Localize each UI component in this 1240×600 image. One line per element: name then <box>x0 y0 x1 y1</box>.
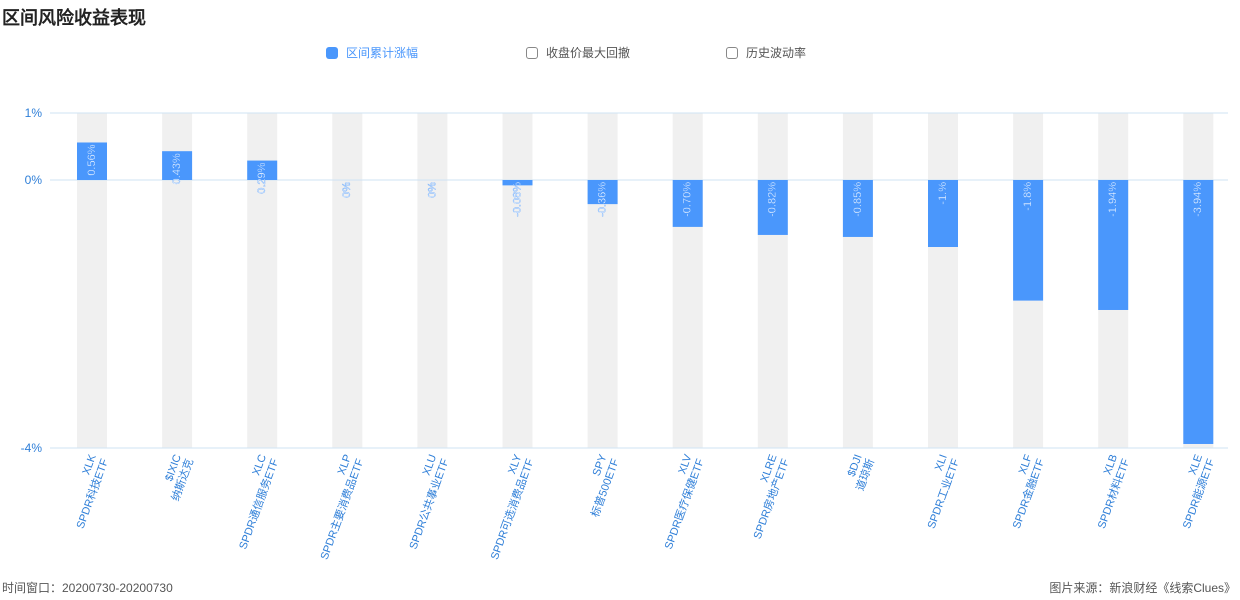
x-tick-label: XLKSPDR科技ETF <box>62 452 111 530</box>
data-label: -1.% <box>937 182 949 205</box>
data-label: 0.56% <box>86 144 98 175</box>
time-window-note: 时间窗口：20200730-20200730 <box>2 581 173 595</box>
bar <box>1013 180 1044 301</box>
legend-item-hist-volatility[interactable]: 历史波动率 <box>726 44 806 61</box>
x-tick-label: XLFSPDR金融ETF <box>999 453 1048 531</box>
legend: 区间累计涨幅 收盘价最大回撤 历史波动率 <box>0 44 1240 64</box>
legend-checkbox-icon <box>326 46 338 59</box>
legend-label: 历史波动率 <box>746 46 807 60</box>
x-tick-label: XLVSPDR医疗保健ETF <box>651 452 707 551</box>
legend-item-cumulative-gain[interactable]: 区间累计涨幅 <box>326 44 418 61</box>
data-label: -0.36% <box>597 182 609 217</box>
chart-title: 区间风险收益表现 <box>2 8 146 28</box>
data-label: -3.94% <box>1192 182 1204 217</box>
data-label: -0.82% <box>767 182 779 217</box>
bar <box>928 180 958 247</box>
bar <box>502 180 533 186</box>
bar <box>1183 180 1214 444</box>
data-label: -0.08% <box>511 182 523 217</box>
y-tick-label: -4% <box>21 441 43 455</box>
bar-track <box>502 113 533 448</box>
data-label: -0.85% <box>852 182 864 217</box>
y-tick-label: 0% <box>25 173 43 187</box>
bar <box>672 180 703 227</box>
bar-track <box>928 113 958 448</box>
x-tick-label: XLPSPDR主要消费品ETF <box>306 453 366 562</box>
bar <box>587 180 618 205</box>
bar-track <box>757 113 788 448</box>
data-label: 0% <box>426 182 438 198</box>
bar-track <box>587 113 618 448</box>
x-tick-code: XLI <box>933 453 950 473</box>
y-tick-label: 1% <box>25 106 43 120</box>
data-label: -1.8% <box>1022 182 1034 211</box>
x-tick-label: SPY标普500ETF <box>577 452 622 519</box>
data-label: 0% <box>341 182 353 198</box>
x-tick-label: $IXIC纳斯达克 <box>158 453 197 503</box>
legend-checkbox-icon <box>726 46 738 59</box>
data-label: -0.70% <box>682 182 694 217</box>
x-tick-label: XLRESPDR房地产ETF <box>739 453 791 541</box>
data-label: 0.43% <box>171 153 183 184</box>
bar <box>162 151 193 180</box>
x-tick-label: XLISPDR工业ETF <box>913 453 962 531</box>
data-label: -1.94% <box>1107 182 1119 217</box>
x-tick-label: $DJI道琼斯 <box>842 453 877 493</box>
bar-track <box>417 113 448 448</box>
bar <box>757 180 788 235</box>
bar <box>842 180 873 237</box>
bar-track <box>842 113 873 448</box>
x-tick-label: XLYSPDR可选消费品ETF <box>477 452 537 561</box>
x-tick-label: XLBSPDR材料ETF <box>1084 453 1133 531</box>
legend-label: 区间累计涨幅 <box>346 46 419 60</box>
bar-track <box>332 113 363 448</box>
x-tick-label: XLUSPDR公共事业ETF <box>395 453 451 551</box>
legend-label: 收盘价最大回撤 <box>546 46 631 60</box>
x-tick-label: XLCSPDR通信服务ETF <box>225 453 281 551</box>
bar-track <box>672 113 703 448</box>
bar <box>1098 180 1129 310</box>
bar <box>77 142 107 180</box>
legend-item-max-drawdown[interactable]: 收盘价最大回撤 <box>526 44 630 61</box>
legend-checkbox-icon <box>526 46 538 59</box>
source-note: 图片来源：新浪财经《线索Clues》 <box>1049 581 1236 595</box>
bar <box>247 160 278 180</box>
data-label: 0.29% <box>256 162 268 193</box>
x-tick-label: XLESPDR能源ETF <box>1169 453 1218 531</box>
